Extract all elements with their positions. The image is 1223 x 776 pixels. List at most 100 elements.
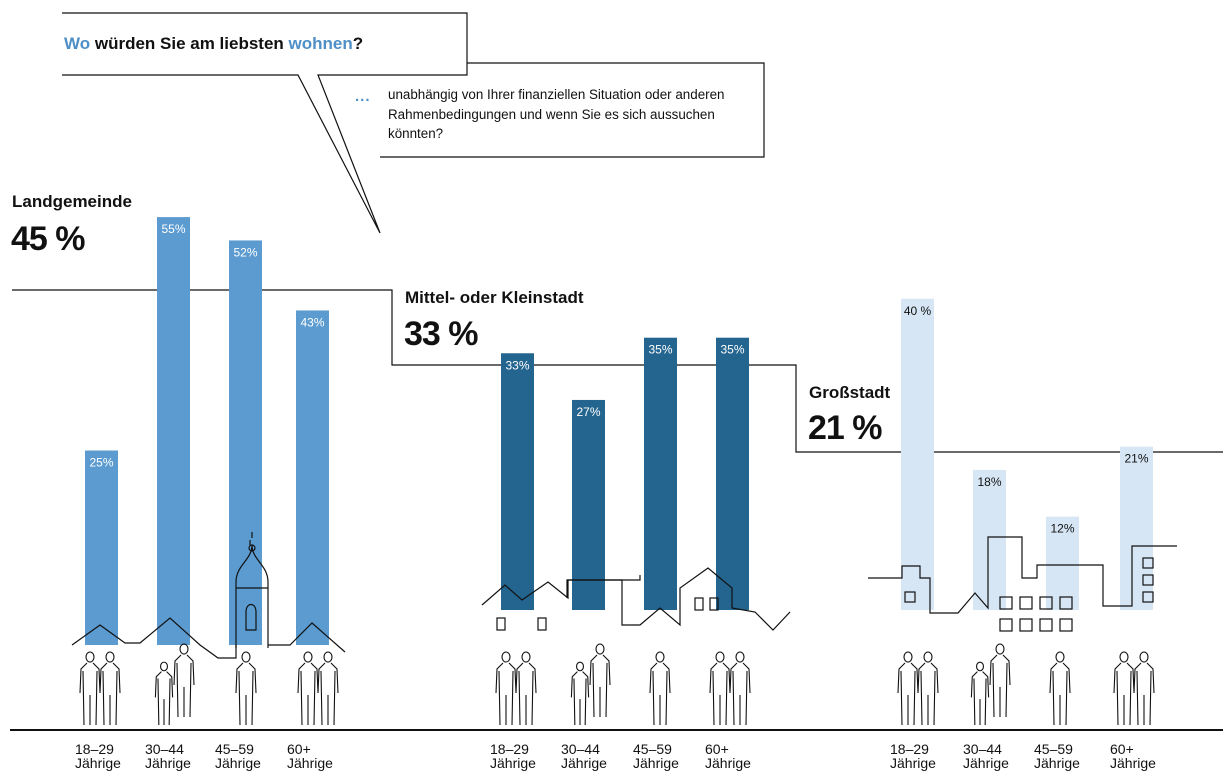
bar-label-landgemeinde-3: 43%: [300, 315, 324, 329]
age-label-range: 45–59: [215, 741, 254, 757]
age-label-unit: Jährige: [287, 755, 333, 771]
group-total-grossstadt: 21 %: [808, 409, 882, 447]
bar-kleinstadt-0: [501, 353, 534, 610]
bar-kleinstadt-1: [572, 399, 605, 610]
age-label-grossstadt-3: 60+ Jährige: [1110, 742, 1156, 770]
bar-grossstadt-0: [901, 298, 934, 610]
person-icon-grossstadt-1-1: [989, 643, 1011, 718]
age-label-unit: Jährige: [145, 755, 191, 771]
person-icon-landgemeinde-1-1: [173, 643, 195, 718]
age-label-range: 45–59: [633, 741, 672, 757]
person-icon-grossstadt-0-0: [897, 651, 919, 726]
bars-layer: [85, 217, 1153, 645]
age-label-kleinstadt-2: 45–59 Jährige: [633, 742, 679, 770]
bar-label-landgemeinde-0: 25%: [89, 456, 113, 470]
person-icon-grossstadt-1-0: [970, 661, 990, 726]
question-part-wo: Wo: [64, 34, 91, 53]
person-icon-landgemeinde-3-1: [317, 651, 339, 726]
age-label-range: 30–44: [145, 741, 184, 757]
age-label-landgemeinde-0: 18–29 Jährige: [75, 742, 121, 770]
subtitle-bubble: [380, 62, 765, 158]
bar-label-kleinstadt-1: 27%: [576, 405, 600, 419]
age-label-kleinstadt-1: 30–44 Jährige: [561, 742, 607, 770]
age-label-unit: Jährige: [75, 755, 121, 771]
person-icon-landgemeinde-0-1: [99, 651, 121, 726]
city-skyline: [868, 536, 1177, 632]
age-label-unit: Jährige: [561, 755, 607, 771]
village-silhouette: [71, 532, 346, 659]
age-label-kleinstadt-3: 60+ Jährige: [705, 742, 751, 770]
question-part-wohnen: wohnen: [288, 34, 353, 53]
person-icon-kleinstadt-0-0: [495, 651, 517, 726]
age-label-range: 18–29: [890, 741, 929, 757]
age-label-landgemeinde-3: 60+ Jährige: [287, 742, 333, 770]
town-silhouette: [481, 567, 791, 631]
person-icon-kleinstadt-3-0: [709, 651, 731, 726]
person-icon-kleinstadt-0-1: [515, 651, 537, 726]
bar-labels-layer: 25% 55% 52% 43% 33% 27% 35% 35% 40 % 18% 12% 21%: [89, 222, 1148, 536]
bar-label-grossstadt-0: 40 %: [904, 304, 932, 318]
age-label-unit: Jährige: [633, 755, 679, 771]
bar-landgemeinde-1: [157, 217, 190, 645]
person-icon-landgemeinde-3-0: [297, 651, 319, 726]
age-label-landgemeinde-1: 30–44 Jährige: [145, 742, 191, 770]
question-bubble: [62, 12, 468, 234]
bar-landgemeinde-2: [229, 240, 262, 645]
question-text: Wo würden Sie am liebsten wohnen?: [64, 34, 363, 54]
person-icon-grossstadt-2-0: [1049, 651, 1071, 726]
bar-grossstadt-1: [973, 469, 1006, 610]
age-label-grossstadt-1: 30–44 Jährige: [963, 742, 1009, 770]
group-label-kleinstadt: Mittel- oder Kleinstadt: [405, 288, 584, 307]
people-layer: [79, 643, 1155, 726]
bar-label-grossstadt-1: 18%: [977, 475, 1001, 489]
person-icon-kleinstadt-2-0: [649, 651, 671, 726]
age-label-grossstadt-0: 18–29 Jährige: [890, 742, 936, 770]
bar-label-kleinstadt-3: 35%: [720, 343, 744, 357]
bar-landgemeinde-0: [85, 450, 118, 645]
group-label-grossstadt: Großstadt: [809, 383, 891, 402]
age-label-range: 30–44: [963, 741, 1002, 757]
age-label-range: 30–44: [561, 741, 600, 757]
subtitle-text: unabhängig von Ihrer finanziellen Situat…: [388, 87, 725, 141]
bar-label-grossstadt-2: 12%: [1050, 522, 1074, 536]
bar-label-landgemeinde-2: 52%: [233, 245, 257, 259]
age-label-unit: Jährige: [705, 755, 751, 771]
person-icon-kleinstadt-3-1: [729, 651, 751, 726]
bar-grossstadt-2: [1046, 516, 1079, 610]
group-step-line: [12, 289, 1223, 453]
person-icon-landgemeinde-0-0: [79, 651, 101, 726]
bar-kleinstadt-2: [644, 337, 677, 610]
group-total-kleinstadt: 33 %: [404, 315, 478, 353]
age-label-kleinstadt-0: 18–29 Jährige: [490, 742, 536, 770]
age-label-range: 18–29: [490, 741, 529, 757]
age-label-range: 60+: [1110, 741, 1134, 757]
bar-landgemeinde-3: [296, 310, 329, 645]
bar-label-grossstadt-3: 21%: [1124, 452, 1148, 466]
person-icon-grossstadt-3-1: [1133, 651, 1155, 726]
age-label-unit: Jährige: [890, 755, 936, 771]
bar-label-kleinstadt-2: 35%: [648, 343, 672, 357]
age-label-unit: Jährige: [963, 755, 1009, 771]
age-label-unit: Jährige: [490, 755, 536, 771]
person-icon-landgemeinde-1-0: [154, 661, 174, 726]
age-label-range: 60+: [287, 741, 311, 757]
person-icon-kleinstadt-1-0: [570, 661, 590, 726]
age-label-grossstadt-2: 45–59 Jährige: [1034, 742, 1080, 770]
age-label-range: 45–59: [1034, 741, 1073, 757]
question-part-middle: würden Sie am liebsten: [90, 34, 289, 53]
bar-label-landgemeinde-1: 55%: [161, 222, 185, 236]
age-label-range: 18–29: [75, 741, 114, 757]
age-label-landgemeinde-2: 45–59 Jährige: [215, 742, 261, 770]
person-icon-grossstadt-0-1: [917, 651, 939, 726]
bar-kleinstadt-3: [716, 337, 749, 610]
question-part-end: ?: [352, 34, 364, 53]
person-icon-landgemeinde-2-0: [235, 651, 257, 726]
bar-label-kleinstadt-0: 33%: [505, 358, 529, 372]
subtitle-dots: ...: [355, 88, 371, 105]
group-total-landgemeinde: 45 %: [11, 220, 85, 258]
age-label-unit: Jährige: [1110, 755, 1156, 771]
person-icon-grossstadt-3-0: [1113, 651, 1135, 726]
person-icon-kleinstadt-1-1: [589, 643, 611, 718]
